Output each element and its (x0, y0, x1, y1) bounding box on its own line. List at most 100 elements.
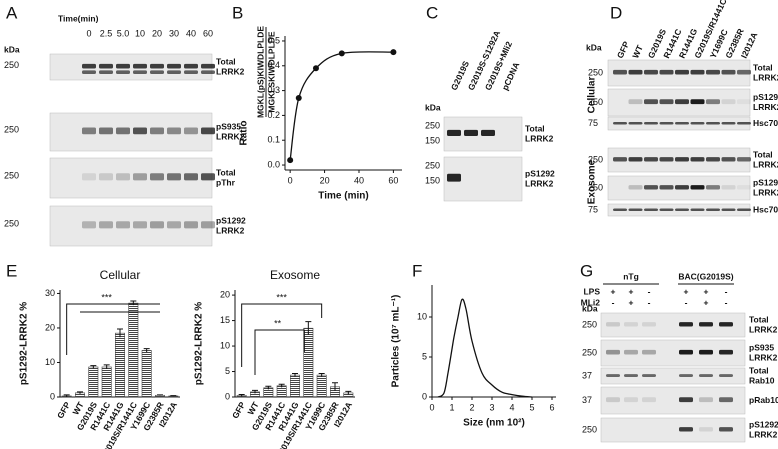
blot-label: LRRK2 (753, 187, 778, 197)
y-axis-label: pS1292-LRRK2 % (19, 302, 30, 385)
x-axis-label: Time (min) (318, 191, 368, 202)
y-tick-label: 0 (50, 391, 55, 401)
blot-label: Total (749, 314, 769, 324)
blot-label: LRRK2 (749, 429, 778, 439)
blot-band (613, 208, 627, 212)
blot-strip (49, 112, 213, 152)
x-tick-label: 5 (529, 402, 534, 412)
blot-band (82, 70, 96, 75)
blot-band (150, 221, 164, 229)
error-bar (157, 394, 163, 396)
y-tick-label: 0.4 (267, 60, 280, 70)
group-label: Cellular (587, 77, 598, 114)
y-tick-label: 20 (45, 322, 55, 332)
blot-band (642, 374, 656, 377)
blot-label: pS1292 (753, 177, 778, 187)
error-bar (143, 348, 150, 353)
blot-band (675, 69, 689, 75)
blot-label: LRRK2 (216, 225, 245, 235)
data-point (312, 65, 319, 72)
y-axis-fraction: MGKLSKIWDLPLDE (266, 31, 276, 113)
blot-band (133, 70, 147, 75)
row-sign: + (629, 297, 634, 307)
row-sign: - (648, 297, 651, 307)
lane-label: 2.5 (100, 28, 113, 38)
blot-band (659, 208, 674, 212)
row-sign: + (629, 286, 634, 296)
blot-band (737, 185, 751, 190)
blot-band (133, 173, 147, 181)
blot-band (706, 99, 720, 105)
blot-label: LRRK2 (753, 159, 778, 169)
blot-label: Total (216, 56, 236, 66)
error-bar (117, 328, 123, 338)
lane-label: 5.0 (117, 28, 130, 38)
error-bar (305, 321, 312, 335)
blot-band (116, 127, 130, 135)
sig-label: *** (101, 292, 112, 302)
blot-label: pS935 (749, 342, 774, 352)
chart-title: Exosome (270, 268, 320, 282)
blot-band (644, 208, 658, 212)
blot-band (99, 63, 113, 69)
kda-marker: 250 (588, 67, 603, 77)
blot-band (99, 221, 113, 229)
y-axis-label: pS1292-LRRK2 % (194, 302, 205, 385)
kda-marker: 250 (425, 160, 440, 170)
blot-label: Hsc70 (753, 118, 778, 128)
bar (316, 374, 327, 398)
blot-band (721, 208, 736, 212)
group-label: BAC(G2019S) (678, 271, 733, 281)
blot-band (644, 121, 658, 125)
blot-band (706, 208, 720, 212)
x-tick-label: 40 (354, 175, 364, 185)
kda-marker: 250 (4, 170, 19, 180)
blot-band (642, 349, 656, 355)
blot-strip (600, 367, 746, 385)
x-axis-label: Size (nm 10²) (463, 418, 525, 429)
group-label: nTg (623, 271, 639, 281)
blot-band (116, 221, 130, 229)
kda-marker: 150 (425, 175, 440, 185)
blot-band (675, 121, 689, 125)
blot-label: LRRK2 (753, 72, 778, 82)
kda-marker: 75 (588, 204, 598, 214)
blot-band (679, 322, 693, 327)
blot-label: Total (749, 365, 769, 375)
blot-label: Total (753, 149, 773, 159)
blot-band (690, 185, 705, 190)
kda-marker: 250 (582, 424, 597, 434)
blot-band (628, 121, 643, 125)
bar (141, 350, 152, 398)
kda-label: kDa (425, 102, 441, 112)
lane-label: 20 (152, 28, 162, 38)
blot-band (606, 322, 620, 327)
blot-band (116, 63, 130, 69)
blot-band (642, 397, 656, 403)
x-tick-label: GFP (230, 400, 248, 420)
row-sign: + (704, 297, 709, 307)
sig-label: *** (276, 292, 287, 302)
blot-band (679, 427, 693, 432)
blot-band (679, 374, 693, 377)
blot-label: pS1292 (525, 168, 555, 178)
row-sign: - (725, 297, 728, 307)
y-tick-label: 0.2 (267, 110, 280, 120)
sig-bracket (254, 329, 305, 375)
blot-band (82, 173, 96, 181)
lane-label: 60 (203, 28, 213, 38)
data-point (338, 50, 345, 57)
row-label: LPS (583, 286, 600, 296)
blot-band (201, 173, 215, 181)
blot-band (719, 427, 733, 432)
blot-band (82, 127, 96, 135)
kda-marker: 250 (4, 60, 19, 70)
blot-band (624, 374, 638, 377)
error-bar (252, 389, 258, 394)
blot-band (719, 397, 733, 403)
blot-band (464, 129, 478, 137)
blot-label: pS1292 (753, 92, 778, 102)
blot-band (737, 208, 751, 212)
blot-band (644, 157, 658, 162)
blot-band (737, 121, 751, 125)
